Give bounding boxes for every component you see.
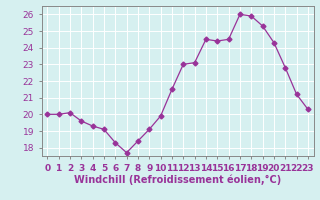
X-axis label: Windchill (Refroidissement éolien,°C): Windchill (Refroidissement éolien,°C)	[74, 174, 281, 185]
